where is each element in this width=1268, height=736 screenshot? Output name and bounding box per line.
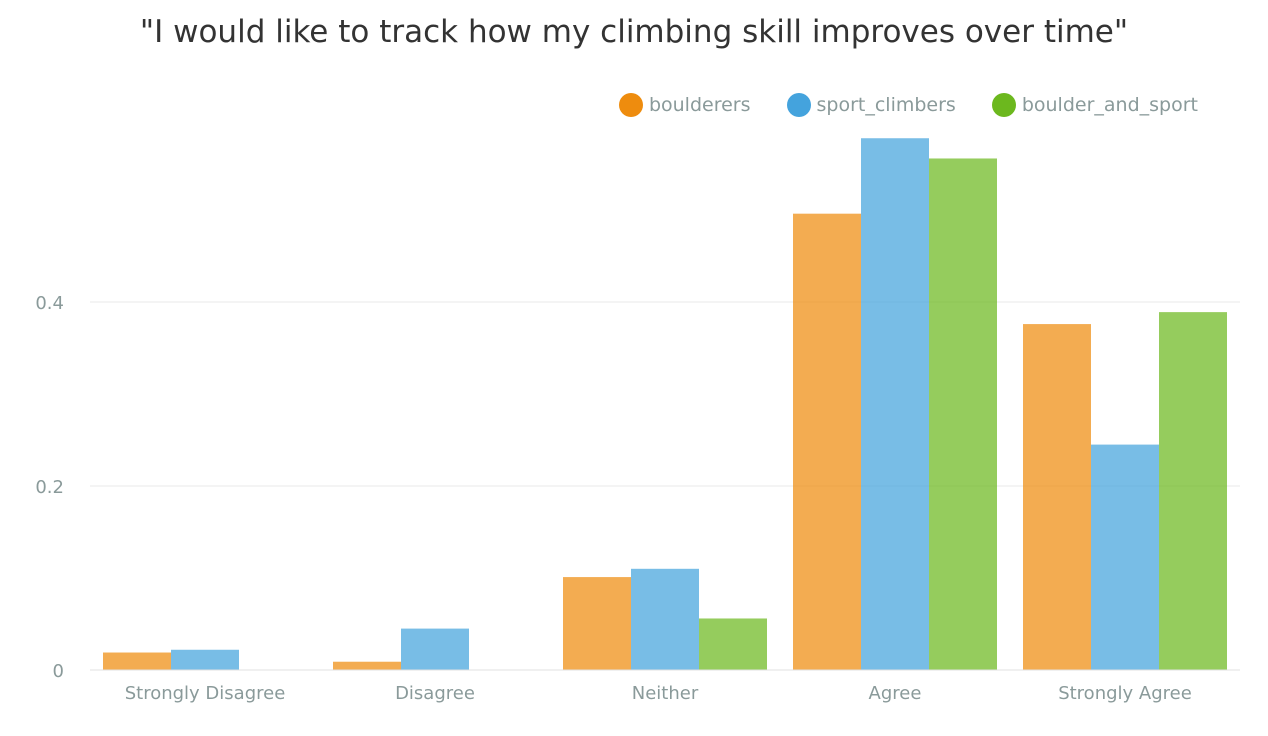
x-tick-label: Strongly Agree — [1058, 683, 1192, 704]
bar-boulder-and-sport-neither[interactable] — [699, 618, 767, 670]
legend-label-sport-climbers: sport_climbers — [816, 94, 956, 116]
bar-sport-climbers-strongly-disagree[interactable] — [171, 649, 239, 670]
bar-boulder-and-sport-strongly-agree[interactable] — [1159, 312, 1227, 670]
chart-title: "I would like to track how my climbing s… — [139, 14, 1129, 50]
legend-swatch-boulder-and-sport — [991, 93, 1016, 117]
y-tick-label: 0 — [53, 661, 64, 682]
bar-boulderers-strongly-disagree[interactable] — [103, 652, 171, 670]
bar-sport-climbers-disagree[interactable] — [401, 628, 469, 670]
x-tick-label: Neither — [632, 683, 699, 704]
axes: 0 0.2 0.4 Strongly Disagree Disagree Neither A… — [35, 293, 1240, 704]
x-tick-label: Disagree — [395, 683, 475, 704]
x-tick-label: Strongly Disagree — [125, 683, 286, 704]
bar-boulderers-neither[interactable] — [563, 577, 631, 670]
legend-swatch-sport-climbers — [786, 93, 811, 117]
bar-sport-climbers-strongly-agree[interactable] — [1091, 444, 1159, 670]
legend-swatch-boulderers — [618, 93, 643, 117]
y-tick-label: 0.4 — [35, 293, 64, 314]
x-tick-label: Agree — [869, 683, 922, 704]
legend: boulderers sport_climbers boulder_and_sp… — [618, 93, 1198, 117]
legend-item-sport-climbers[interactable]: sport_climbers — [786, 93, 956, 117]
bar-boulderers-agree[interactable] — [793, 213, 861, 670]
bar-sport-climbers-neither[interactable] — [631, 568, 699, 670]
y-tick-label: 0.2 — [35, 477, 64, 498]
bar-boulderers-disagree[interactable] — [333, 661, 401, 670]
bar-boulderers-strongly-agree[interactable] — [1023, 324, 1091, 670]
bar-boulder-and-sport-agree[interactable] — [929, 158, 997, 671]
legend-item-boulder-and-sport[interactable]: boulder_and_sport — [991, 93, 1198, 117]
legend-item-boulderers[interactable]: boulderers — [618, 93, 751, 117]
legend-label-boulderers: boulderers — [648, 94, 751, 116]
bars — [103, 138, 1227, 671]
bar-sport-climbers-agree[interactable] — [861, 138, 929, 671]
legend-label-boulder-and-sport: boulder_and_sport — [1021, 94, 1198, 116]
